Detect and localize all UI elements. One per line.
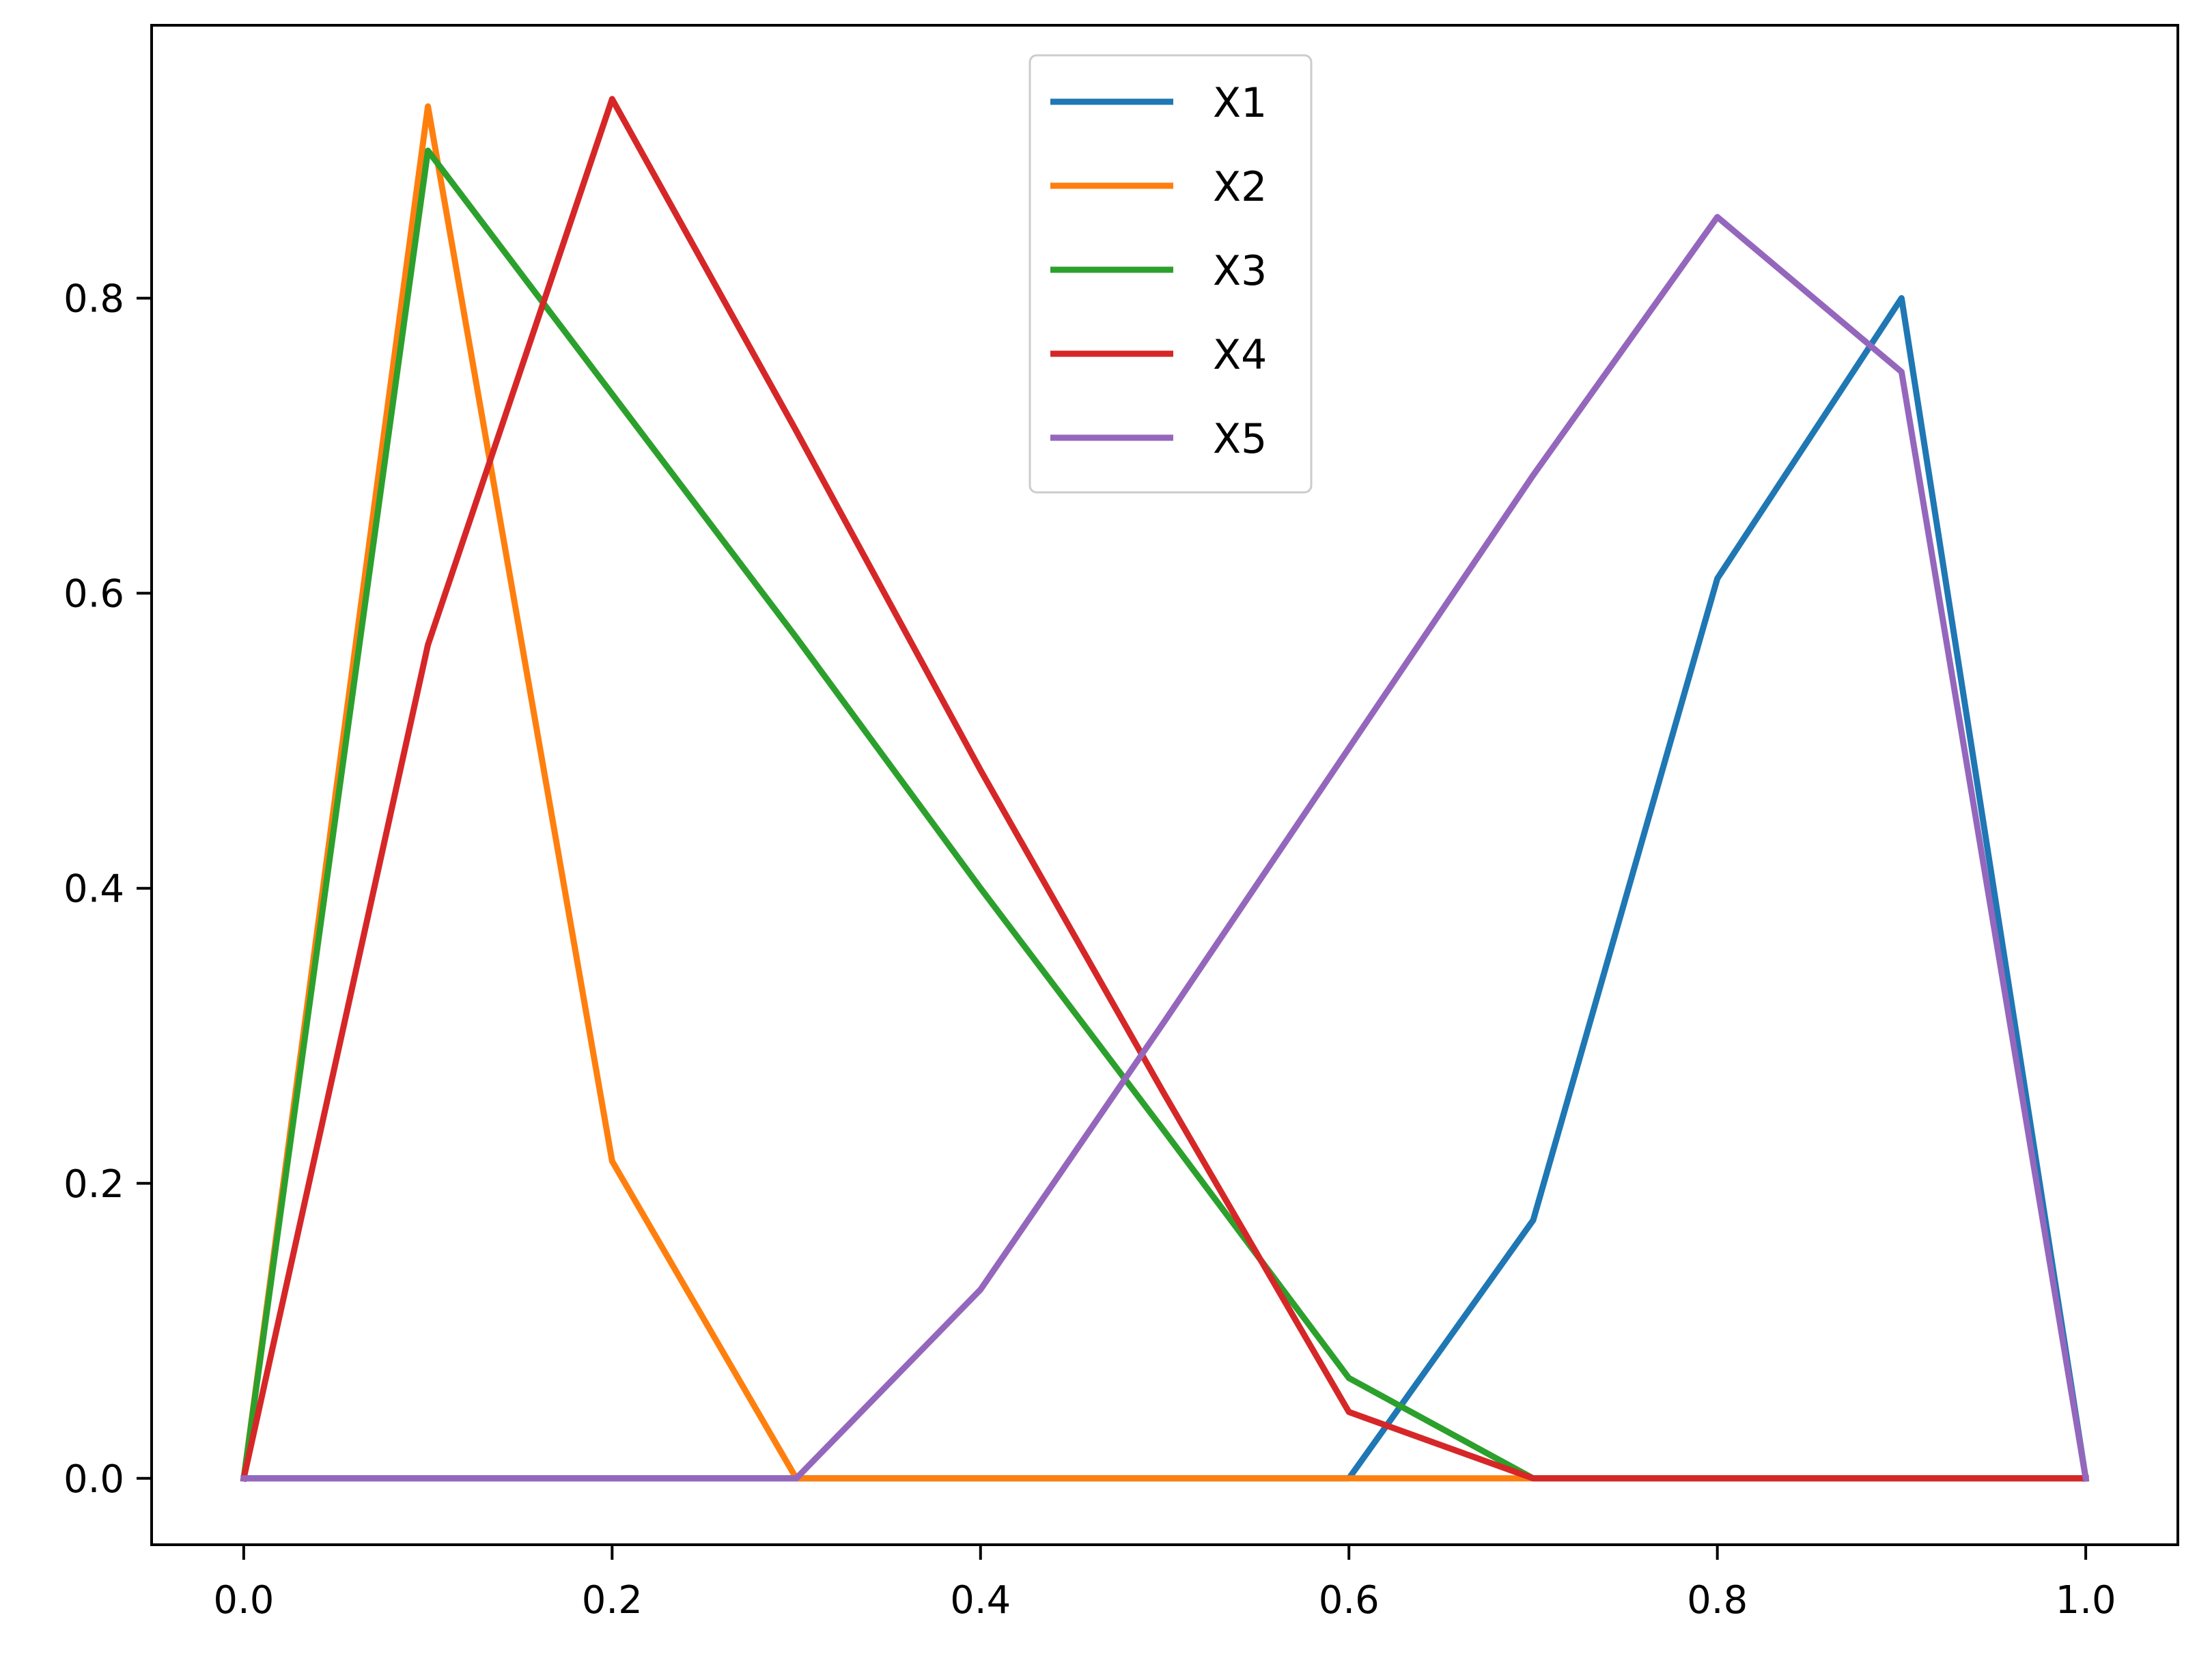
series-line-x4 bbox=[240, 96, 2089, 1483]
x-tick-label: 0.6 bbox=[1319, 1578, 1380, 1623]
legend-box bbox=[1028, 54, 1313, 494]
y-tick-label: 0.2 bbox=[64, 1162, 124, 1207]
y-tick-label: 0.6 bbox=[64, 572, 124, 617]
legend-label-x5: X5 bbox=[1213, 415, 1267, 463]
legend-label-x3: X3 bbox=[1213, 247, 1267, 295]
plot-area-frame bbox=[150, 24, 2179, 1546]
x-tick-label: 1.0 bbox=[2056, 1578, 2116, 1623]
legend-label-x1: X1 bbox=[1213, 79, 1267, 127]
legend: X1 X2 X3 X4 X5 bbox=[1028, 54, 1313, 494]
legend-label-x2: X2 bbox=[1213, 163, 1267, 211]
x-tick-label: 0.2 bbox=[582, 1578, 643, 1623]
plot-series bbox=[240, 96, 2090, 1483]
y-axis: 0.0 0.2 0.4 0.6 0.8 bbox=[64, 277, 152, 1502]
y-tick-label: 0.4 bbox=[64, 867, 124, 912]
x-tick-label: 0.4 bbox=[950, 1578, 1011, 1623]
y-tick-label: 0.8 bbox=[64, 277, 124, 322]
x-tick-label: 0.0 bbox=[213, 1578, 274, 1623]
y-tick-label: 0.0 bbox=[64, 1457, 124, 1502]
x-axis: 0.0 0.2 0.4 0.6 0.8 1.0 bbox=[213, 1545, 2116, 1623]
series-line-x5 bbox=[240, 214, 2090, 1482]
legend-label-x4: X4 bbox=[1213, 331, 1267, 379]
x-tick-label: 0.8 bbox=[1687, 1578, 1748, 1623]
